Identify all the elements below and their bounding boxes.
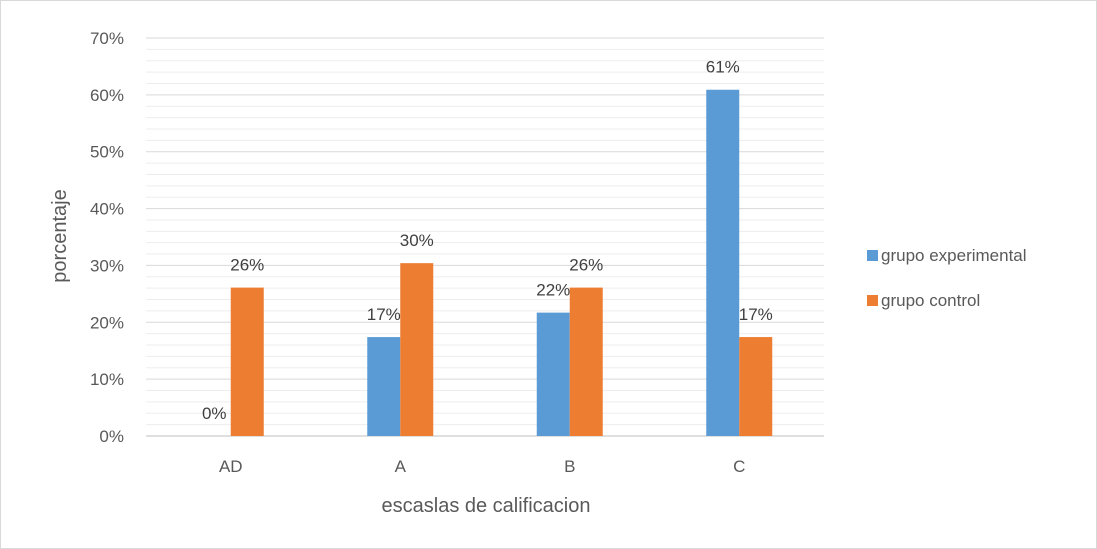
data-label: 26% bbox=[569, 256, 603, 275]
bars bbox=[230, 89, 773, 437]
bar-experimental bbox=[706, 89, 740, 437]
legend: grupo experimental grupo control bbox=[867, 246, 1027, 310]
bar-control bbox=[739, 337, 773, 436]
x-tick-label: A bbox=[395, 457, 407, 476]
bar-control bbox=[400, 263, 434, 436]
y-tick-label: 0% bbox=[99, 427, 124, 446]
y-axis-ticks: 0% 10% 20% 30% 40% 50% 60% 70% bbox=[90, 29, 124, 446]
data-label: 61% bbox=[706, 58, 740, 77]
bar-control bbox=[230, 287, 264, 436]
y-tick-label: 20% bbox=[90, 313, 124, 332]
y-tick-label: 60% bbox=[90, 86, 124, 105]
bar-control bbox=[569, 287, 603, 436]
data-label: 30% bbox=[400, 231, 434, 250]
data-label: 0% bbox=[202, 404, 227, 423]
y-tick-label: 40% bbox=[90, 200, 124, 219]
y-tick-label: 50% bbox=[90, 143, 124, 162]
y-tick-label: 70% bbox=[90, 29, 124, 48]
y-tick-label: 10% bbox=[90, 370, 124, 389]
legend-swatch bbox=[867, 295, 878, 306]
x-axis-ticks: AD A B C bbox=[219, 457, 745, 476]
x-axis-title: escaslas de calificacion bbox=[382, 495, 591, 517]
data-label: 22% bbox=[536, 281, 570, 300]
legend-label: grupo experimental bbox=[881, 246, 1027, 265]
x-tick-label: C bbox=[733, 457, 745, 476]
data-label: 17% bbox=[739, 305, 773, 324]
legend-label: grupo control bbox=[881, 291, 980, 310]
data-labels: 0% 26% 17% 30% 22% 26% 61% 17% bbox=[202, 58, 773, 423]
data-label: 17% bbox=[367, 305, 401, 324]
y-axis-title: porcentaje bbox=[49, 189, 71, 282]
x-tick-label: AD bbox=[219, 457, 243, 476]
bar-experimental bbox=[536, 312, 570, 436]
data-label: 26% bbox=[230, 256, 264, 275]
bar-experimental bbox=[367, 337, 401, 436]
y-tick-label: 30% bbox=[90, 256, 124, 275]
x-tick-label: B bbox=[564, 457, 575, 476]
legend-swatch bbox=[867, 250, 878, 261]
